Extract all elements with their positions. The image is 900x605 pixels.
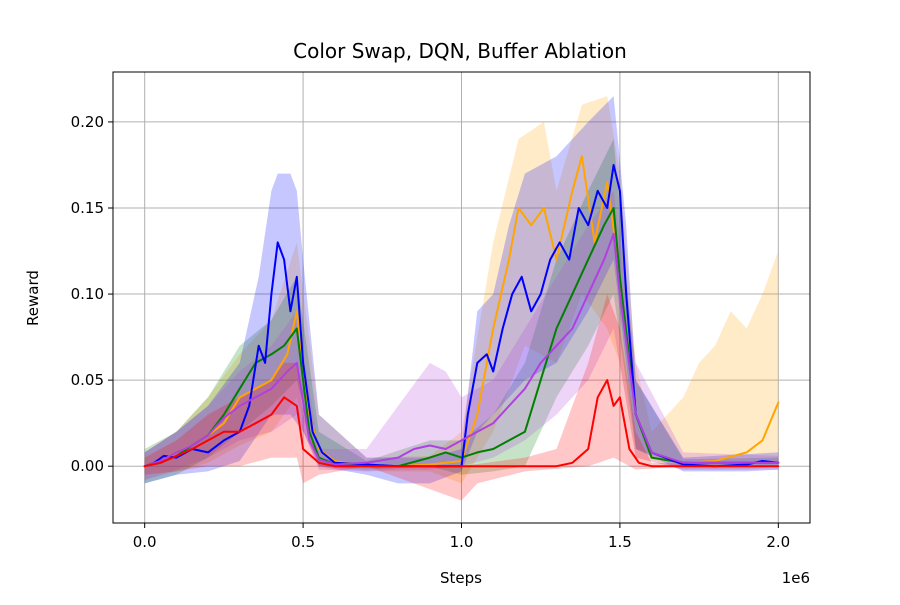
series-1-line <box>143 207 780 468</box>
y-axis-label: Reward <box>24 270 42 326</box>
x-tick-label: 1.5 <box>608 533 632 551</box>
x-tick-label: 1.0 <box>450 533 474 551</box>
x-axis-offset-label: 1e6 <box>782 569 810 587</box>
y-tick-label: 0.10 <box>71 285 104 303</box>
y-tick-label: 0.00 <box>71 457 104 475</box>
plot-area <box>143 96 780 501</box>
y-tick-label: 0.05 <box>71 371 104 389</box>
series-4-line <box>143 379 780 468</box>
axis-ticks: 0.0 0.5 1.0 1.5 2.0 0.00 0.05 0.10 0.15 0.20 <box>71 113 791 551</box>
y-tick-label: 0.20 <box>71 113 104 131</box>
chart-title: Color Swap, DQN, Buffer Ablation <box>293 39 627 63</box>
x-tick-label: 0.5 <box>291 533 315 551</box>
y-tick-label: 0.15 <box>71 199 104 217</box>
x-axis-label: Steps <box>440 569 482 587</box>
series-3-line <box>143 232 780 468</box>
x-tick-label: 2.0 <box>766 533 790 551</box>
x-tick-label: 0.0 <box>133 533 157 551</box>
series-2-line <box>143 164 780 468</box>
